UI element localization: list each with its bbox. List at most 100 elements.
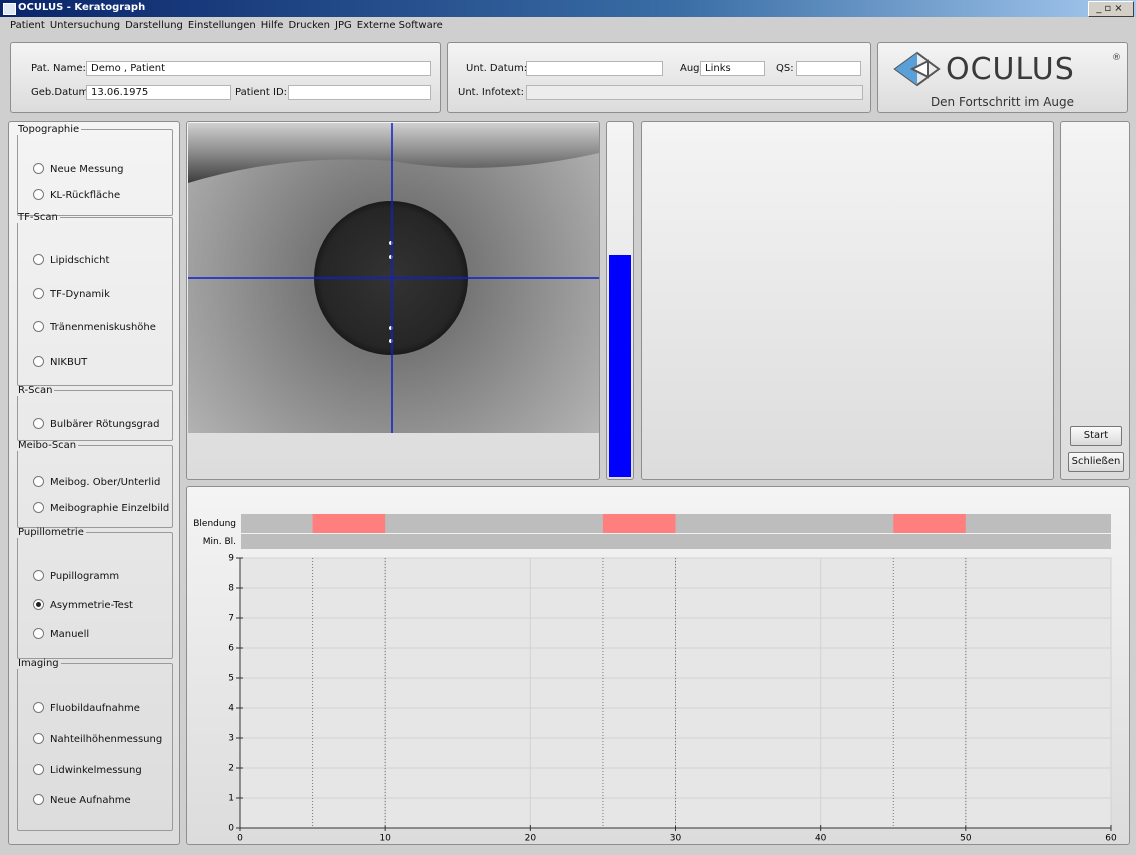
radio-option[interactable]: Manuell	[33, 628, 89, 641]
label: Auge:	[680, 63, 710, 74]
option-label: Nahteilhöhenmessung	[50, 734, 163, 745]
y-tick-label: 8	[228, 584, 234, 594]
menu-item[interactable]: JPG	[335, 20, 352, 31]
option-label: Neue Aufnahme	[50, 795, 131, 806]
logo-slogan: Den Fortschritt im Auge	[930, 95, 1075, 109]
menu-item[interactable]: Hilfe	[260, 20, 284, 31]
radio-button[interactable]	[33, 356, 44, 367]
date-input[interactable]	[526, 61, 663, 76]
button[interactable]: Start	[1070, 426, 1122, 446]
radio-option[interactable]: Meibographie Einzelbild	[33, 502, 169, 515]
group-title: Topographie	[18, 124, 80, 135]
group-box: Imaging	[17, 658, 173, 831]
radio-button[interactable]	[33, 321, 44, 332]
y-tick-label: 2	[228, 764, 234, 774]
logo-panel: OCULUS ® Den Fortschritt im Auge	[877, 42, 1128, 113]
menu-item[interactable]: Einstellungen	[187, 20, 256, 31]
radio-button[interactable]	[33, 476, 44, 487]
menu-bar: Patient Untersuchung Darstellung Einstellun…	[10, 20, 443, 36]
sidebar: Topographie Neue Messung KL-Rückfläche TF-S…	[8, 121, 180, 845]
eye-input[interactable]: Links	[700, 61, 765, 76]
window-controls[interactable]: _▫×	[1088, 1, 1134, 17]
qs-input[interactable]	[796, 61, 861, 76]
radio-option[interactable]: Lipidschicht	[33, 254, 109, 267]
exam-panel: Unt. Datum: Auge: Links QS: Unt. Infotex…	[447, 42, 871, 113]
option-label: Meibog. Ober/Unterlid	[50, 477, 161, 488]
option-label: TF-Dynamik	[50, 289, 110, 300]
radio-option[interactable]: Neue Aufnahme	[33, 794, 131, 807]
option-label: Bulbärer Rötungsgrad	[50, 419, 160, 430]
radio-button[interactable]	[33, 288, 44, 299]
y-tick-label: 4	[228, 704, 234, 714]
eye-image	[188, 123, 599, 433]
option-label: Tränenmeniskushöhe	[50, 322, 156, 333]
menu-item[interactable]: Externe Software	[356, 20, 443, 31]
window-title: OCULUS - Keratograph	[18, 2, 146, 13]
radio-button[interactable]	[33, 733, 44, 744]
radio-button[interactable]	[33, 764, 44, 775]
option-label: KL-Rückfläche	[50, 190, 121, 201]
radio-button[interactable]	[33, 570, 44, 581]
group-title: Pupillometrie	[18, 527, 84, 538]
radio-button[interactable]	[33, 794, 44, 805]
x-tick-label: 20	[525, 834, 537, 844]
radio-option[interactable]: KL-Rückfläche	[33, 189, 120, 202]
y-tick-label: 7	[228, 614, 234, 624]
y-tick-label: 3	[228, 734, 234, 744]
info-input[interactable]	[526, 85, 863, 100]
menu-item[interactable]: Untersuchung	[49, 20, 121, 31]
group-title: TF-Scan	[18, 212, 58, 223]
x-tick-label: 50	[960, 834, 972, 844]
menu-item[interactable]: Patient	[10, 20, 45, 31]
row-label: Blendung	[193, 519, 236, 529]
row-label: Min. Bl.	[203, 537, 236, 547]
option-label: Fluobildaufnahme	[50, 703, 140, 714]
radio-option[interactable]: Pupillogramm	[33, 570, 119, 583]
birth-input[interactable]: 13.06.1975	[86, 85, 231, 100]
option-label: Pupillogramm	[50, 571, 120, 582]
group-title: Imaging	[18, 658, 59, 669]
radio-button[interactable]	[33, 189, 44, 200]
x-tick-label: 40	[815, 834, 827, 844]
radio-button[interactable]	[33, 702, 44, 713]
radio-button[interactable]	[33, 502, 44, 513]
radio-option[interactable]: TF-Dynamik	[33, 288, 110, 301]
radio-button[interactable]	[33, 254, 44, 265]
id-input[interactable]	[288, 85, 431, 100]
radio-option[interactable]: Bulbärer Rötungsgrad	[33, 418, 160, 431]
radio-option[interactable]: Meibog. Ober/Unterlid	[33, 476, 160, 489]
interval	[312, 514, 386, 533]
x-tick-label: 30	[670, 834, 682, 844]
radio-option[interactable]: Fluobildaufnahme	[33, 702, 140, 715]
radio-option[interactable]: Neue Messung	[33, 163, 124, 176]
y-tick-label: 9	[228, 554, 234, 564]
radio-button[interactable]	[33, 418, 44, 429]
level-bar	[606, 121, 634, 480]
x-tick-label: 60	[1105, 834, 1117, 844]
option-label: NIKBUT	[50, 357, 88, 368]
radio-option[interactable]: NIKBUT	[33, 356, 87, 369]
radio-option[interactable]: Tränenmeniskushöhe	[33, 321, 156, 334]
name-input[interactable]: Demo , Patient	[86, 61, 431, 76]
radio-option[interactable]: Asymmetrie-Test	[33, 599, 133, 612]
radio-button[interactable]	[33, 599, 44, 610]
label: Geb.Datum:	[31, 87, 92, 98]
row-track	[241, 534, 1111, 549]
menu-item[interactable]: Darstellung	[125, 20, 183, 31]
menu-item[interactable]: Drucken	[288, 20, 331, 31]
level-fill	[609, 255, 631, 477]
radio-button[interactable]	[33, 163, 44, 174]
interval	[602, 514, 676, 533]
image-panel	[186, 121, 600, 480]
radio-option[interactable]: Nahteilhöhenmessung	[33, 733, 162, 746]
logo-brand: OCULUS	[946, 52, 1075, 87]
group-title: Meibo-Scan	[18, 440, 77, 451]
radio-option[interactable]: Lidwinkelmessung	[33, 764, 142, 777]
radio-button[interactable]	[33, 628, 44, 639]
group-box: Topographie	[17, 124, 173, 216]
option-label: Lidwinkelmessung	[50, 765, 142, 776]
app-icon	[3, 3, 16, 15]
button[interactable]: Schließen	[1068, 452, 1124, 472]
